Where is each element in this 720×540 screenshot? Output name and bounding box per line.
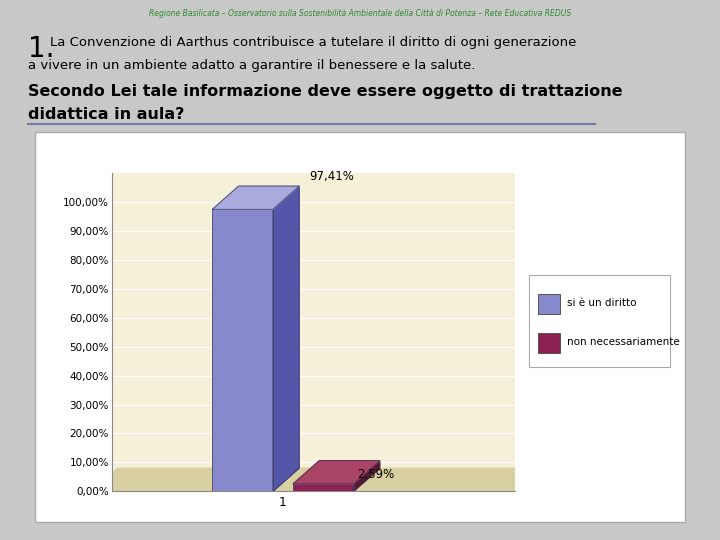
Text: a vivere in un ambiente adatto a garantire il benessere e la salute.: a vivere in un ambiente adatto a garanti… [28,59,475,72]
Text: 97,41%: 97,41% [309,170,354,183]
Text: Regione Basilicata – Osservatorio sulla Sostenibilità Ambientale della Città di : Regione Basilicata – Osservatorio sulla … [149,9,571,18]
Text: La Convenzione di Aarthus contribuisce a tutelare il diritto di ogni generazione: La Convenzione di Aarthus contribuisce a… [50,36,577,49]
Bar [538,294,560,314]
Polygon shape [273,186,299,491]
Text: 1.: 1. [28,35,55,63]
FancyBboxPatch shape [35,132,685,522]
Text: didattica in aula?: didattica in aula? [28,107,184,122]
FancyBboxPatch shape [529,275,670,367]
Polygon shape [91,468,541,491]
Polygon shape [212,186,299,210]
Bar [293,484,354,491]
Polygon shape [293,461,379,484]
Text: 2,59%: 2,59% [358,468,395,481]
Text: Secondo Lei tale informazione deve essere oggetto di trattazione: Secondo Lei tale informazione deve esser… [28,84,623,99]
Bar [538,333,560,353]
Text: si è un diritto: si è un diritto [567,298,636,308]
Polygon shape [354,461,379,491]
Text: non necessariamente: non necessariamente [567,338,680,347]
Bar [212,210,273,491]
